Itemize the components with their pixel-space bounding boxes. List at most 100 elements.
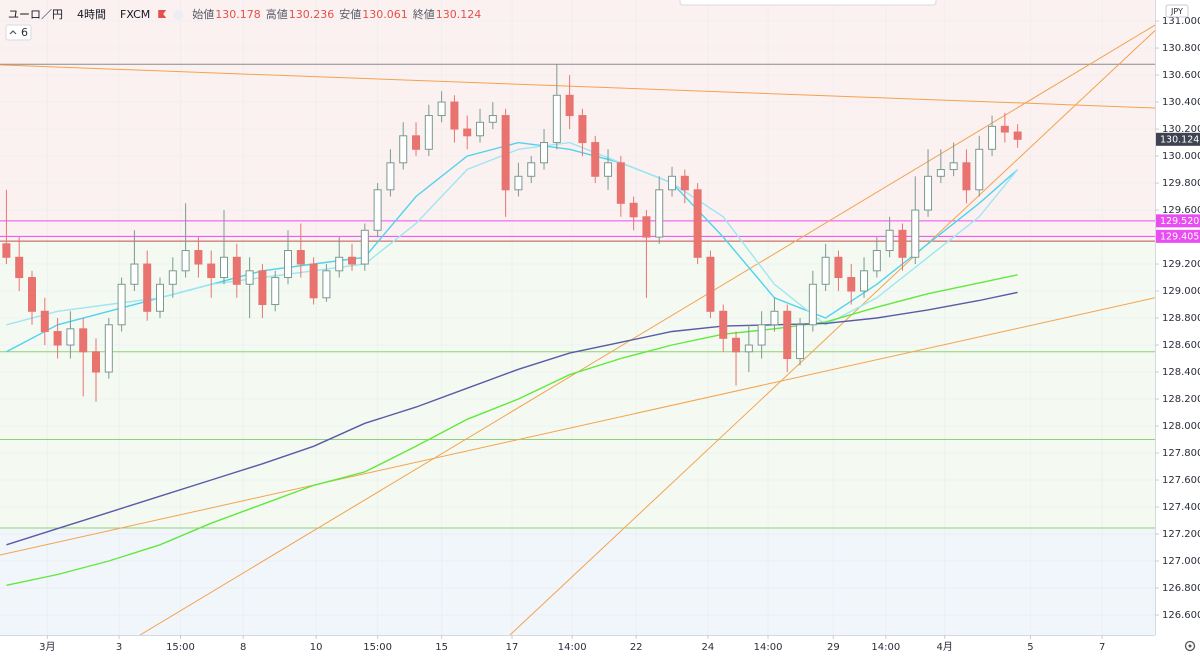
candle-body bbox=[130, 263, 139, 285]
x-tick-label: 14:00 bbox=[871, 642, 900, 653]
candle-body bbox=[66, 328, 75, 346]
settings-icon[interactable] bbox=[1184, 640, 1196, 652]
ohlc-label: 終値 bbox=[413, 8, 435, 21]
candle-body bbox=[476, 121, 485, 137]
trendline bbox=[509, 30, 1155, 635]
level-tag-label: 129.520 bbox=[1160, 216, 1199, 227]
x-tick-label: 14:00 bbox=[558, 642, 587, 653]
y-tick-label: 130.200 bbox=[1162, 124, 1200, 135]
candle-body bbox=[1000, 125, 1009, 133]
indicator-count: 6 bbox=[21, 26, 28, 39]
candle-body bbox=[143, 263, 152, 312]
y-tick-label: 129.200 bbox=[1162, 259, 1200, 270]
candle-body bbox=[540, 142, 549, 164]
currency-label: JPY bbox=[1170, 7, 1183, 16]
candle-body bbox=[732, 337, 741, 353]
candle-body bbox=[783, 310, 792, 360]
axis-background bbox=[1155, 0, 1200, 657]
candle-body bbox=[808, 283, 817, 326]
candle-body bbox=[53, 331, 62, 346]
time-axis-background bbox=[0, 635, 1200, 657]
candle-body bbox=[386, 162, 395, 191]
candle-body bbox=[501, 115, 510, 191]
y-tick-label: 130.000 bbox=[1162, 151, 1200, 162]
ohlc-label: 始値 bbox=[192, 7, 214, 21]
candle-body bbox=[2, 243, 11, 258]
x-tick-label: 24 bbox=[702, 642, 715, 653]
candle-body bbox=[207, 263, 216, 279]
candle-body bbox=[92, 351, 101, 373]
x-tick-label: 8 bbox=[240, 642, 246, 653]
candle-body bbox=[565, 94, 574, 117]
candle-body bbox=[655, 189, 664, 238]
candle-body bbox=[284, 250, 293, 279]
ohlc-value: 130.178 bbox=[215, 8, 261, 21]
y-tick-label: 127.600 bbox=[1162, 475, 1200, 486]
top-panel bbox=[679, 0, 937, 6]
candle-body bbox=[15, 256, 24, 279]
level-tag bbox=[1156, 229, 1200, 243]
candle-body bbox=[680, 175, 689, 191]
candle-body bbox=[629, 202, 638, 218]
candle-body bbox=[40, 310, 49, 333]
x-tick-label: 3 bbox=[116, 642, 122, 653]
y-tick-label: 128.000 bbox=[1162, 421, 1200, 432]
x-tick-label: 22 bbox=[630, 642, 643, 653]
candle-body bbox=[232, 256, 241, 285]
candle-body bbox=[373, 189, 382, 231]
y-tick-label: 126.600 bbox=[1162, 610, 1200, 621]
candle-body bbox=[245, 270, 254, 285]
candle-body bbox=[847, 277, 856, 292]
last-price-tag bbox=[1156, 132, 1200, 146]
legend-header: ユーロ／円 4時間 FXCM 始値 130.178 高値 130.236 安値 130.061 終… bbox=[8, 7, 481, 21]
candle-body bbox=[28, 277, 37, 312]
candle-body bbox=[885, 229, 894, 252]
y-tick-label: 129.800 bbox=[1162, 178, 1200, 189]
moving-average bbox=[6, 141, 1019, 326]
interval: 4時間 bbox=[77, 8, 106, 21]
candle-body bbox=[591, 142, 600, 177]
x-tick-label: 5 bbox=[1027, 642, 1033, 653]
source: FXCM bbox=[120, 8, 150, 21]
candle-body bbox=[258, 270, 267, 306]
ohlc-value: 130.124 bbox=[436, 8, 482, 21]
candle-body bbox=[668, 175, 677, 191]
candle-body bbox=[796, 324, 805, 360]
x-tick-label: 14:00 bbox=[754, 642, 783, 653]
candle-body bbox=[872, 250, 881, 272]
candle-body bbox=[834, 256, 843, 279]
plot-area bbox=[0, 0, 1155, 635]
time-axis: 3月 3 15:00 8 10 15:00 15 17 14:00 22 24 14:00 29 14:0… bbox=[0, 635, 1200, 657]
x-tick-label: 4月 bbox=[936, 641, 952, 653]
candle-body bbox=[860, 270, 869, 292]
x-tick-label: 29 bbox=[827, 642, 840, 653]
candle-body bbox=[514, 175, 523, 191]
candle-body bbox=[181, 250, 190, 272]
candle-body bbox=[488, 115, 497, 123]
zone-band bbox=[0, 0, 1155, 242]
candle-body bbox=[424, 115, 433, 150]
candle-body bbox=[911, 209, 920, 258]
y-tick-label: 129.600 bbox=[1162, 205, 1200, 216]
y-tick-label: 127.800 bbox=[1162, 448, 1200, 459]
visibility-icon bbox=[173, 10, 184, 20]
x-tick-label: 15 bbox=[435, 642, 448, 653]
ohlc-label: 安値 bbox=[339, 8, 361, 21]
candle-body bbox=[117, 283, 126, 326]
candle-body bbox=[949, 162, 958, 171]
candle-body bbox=[168, 270, 177, 285]
symbol: ユーロ／円 bbox=[8, 8, 63, 21]
candle-body bbox=[988, 125, 997, 150]
candle-body bbox=[296, 250, 305, 265]
indicator-toggle[interactable]: 6 bbox=[5, 24, 32, 41]
candle-body bbox=[744, 344, 753, 353]
candle-body bbox=[975, 148, 984, 191]
candle-body bbox=[898, 229, 907, 258]
candle-body bbox=[360, 229, 369, 265]
trendline bbox=[0, 64, 1155, 109]
y-tick-label: 127.000 bbox=[1162, 556, 1200, 567]
candle-body bbox=[616, 162, 625, 204]
candle-body bbox=[79, 328, 88, 353]
